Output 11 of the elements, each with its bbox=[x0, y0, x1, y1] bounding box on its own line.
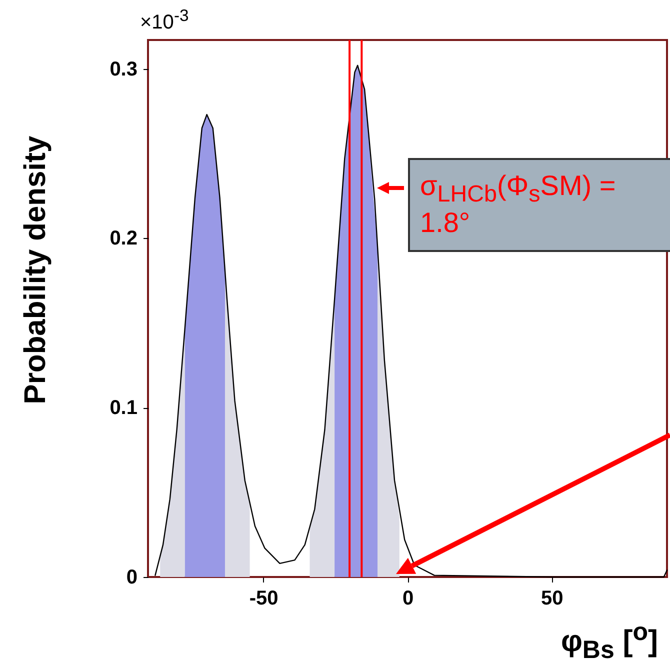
y-tick-label: 0.2 bbox=[110, 228, 138, 250]
y-tick-label: 0 bbox=[126, 566, 138, 588]
y-tick-label: 0.1 bbox=[110, 397, 138, 420]
y-tick-label: 0.3 bbox=[110, 58, 138, 80]
x-tick-label: 50 bbox=[541, 588, 564, 610]
x-axis-title: φ$_{Bs}$ [$^{o}$] bbox=[560, 618, 658, 665]
y-axis-title: Probability density bbox=[19, 136, 53, 404]
text: σ$_{LHCb}$(Φ$_{s}$SM) = 1.8° bbox=[420, 170, 616, 238]
x-tick-label: 0 bbox=[402, 588, 414, 610]
text: ×10$^{-3}$ bbox=[140, 6, 189, 35]
x-tick-label: -50 bbox=[249, 588, 278, 610]
